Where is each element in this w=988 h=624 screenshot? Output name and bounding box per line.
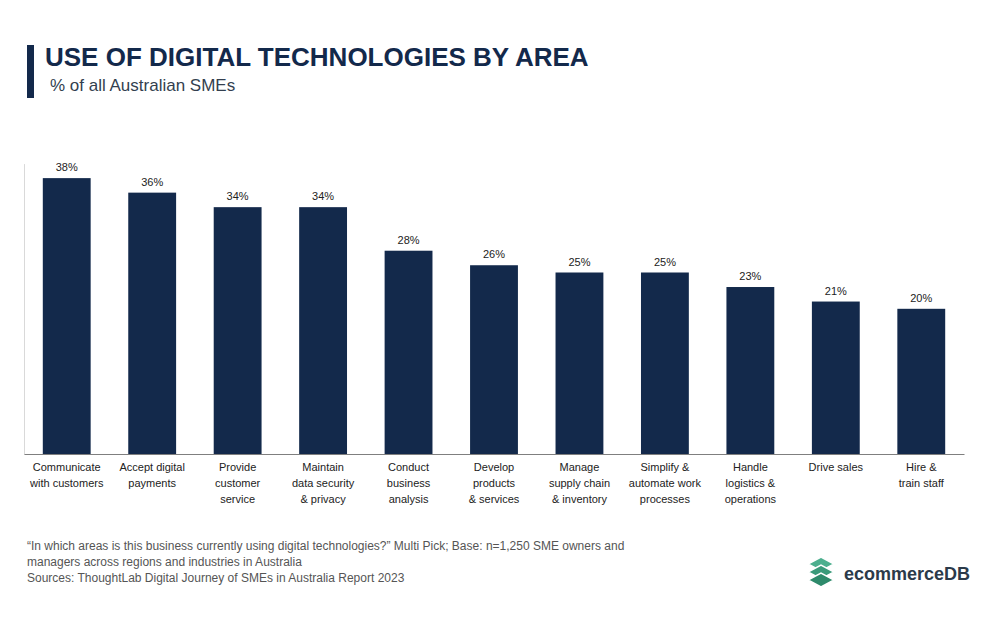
data-label: 23%: [739, 270, 761, 282]
brand-icon: [808, 557, 834, 587]
x-axis-line: [25, 454, 965, 455]
data-label: 28%: [398, 234, 420, 246]
brand-icon-layer: [808, 573, 834, 587]
x-tick: Communicate with customers: [29, 454, 104, 489]
data-label: 25%: [568, 256, 590, 268]
x-tick-label-line: Maintain: [302, 461, 344, 473]
bar: [470, 265, 518, 454]
bar: [641, 273, 689, 455]
x-tick-label-line: Handle: [733, 461, 768, 473]
data-label: 25%: [654, 256, 676, 268]
x-tick-label-line: with customers: [29, 477, 104, 489]
x-tick-label-line: payments: [128, 477, 176, 489]
x-tick-label-line: Hire &: [906, 461, 937, 473]
x-axis: Communicate with customers Accept digital p…: [25, 454, 965, 505]
x-tick: Simplify & automate work processes: [629, 454, 702, 505]
x-tick-label: Manage supply chain & inventory: [549, 461, 610, 505]
bar: [43, 178, 91, 454]
x-tick: Handle logistics & operations: [725, 454, 777, 505]
x-tick-label: Communicate with customers: [29, 461, 104, 489]
subtitle: % of all Australian SMEs: [50, 76, 235, 95]
data-label: 36%: [141, 176, 163, 188]
x-tick-label-line: Communicate: [33, 461, 101, 473]
x-tick-label-line: train staff: [899, 477, 945, 489]
x-tick-label-line: Develop: [474, 461, 514, 473]
y-axis: [24, 164, 25, 454]
note-line: “In which areas is this business current…: [27, 539, 624, 553]
data-labels: 38% 36% 34% 34% 28% 26% 25% 25% 23% 21% 20%: [56, 161, 933, 304]
x-tick-label: Accept digital payments: [119, 461, 184, 489]
x-tick-label: Conduct business analysis: [387, 461, 431, 505]
x-tick-label-line: service: [220, 493, 255, 505]
x-tick-label-line: Provide: [219, 461, 256, 473]
x-tick-label: Maintain data security & privacy: [292, 461, 355, 505]
x-tick-label-line: supply chain: [549, 477, 610, 489]
bar: [128, 193, 176, 454]
title-accent: [27, 45, 34, 98]
note-line: managers across regions and industries i…: [27, 555, 302, 569]
bar: [897, 309, 945, 454]
x-tick-label: Hire & train staff: [899, 461, 945, 489]
x-tick-label-line: Accept digital: [119, 461, 184, 473]
data-label: 34%: [312, 190, 334, 202]
x-tick-label-line: operations: [725, 493, 777, 505]
bar: [812, 302, 860, 454]
x-tick-label: Simplify & automate work processes: [629, 461, 702, 505]
x-tick: Develop products & services: [469, 454, 520, 505]
bar: [299, 207, 347, 454]
y-axis-line: [24, 164, 25, 454]
bars: [43, 178, 945, 454]
brand: ecommerceDB: [844, 564, 970, 584]
data-label: 20%: [910, 292, 932, 304]
x-tick: Provide customer service: [215, 454, 261, 505]
bar: [556, 273, 604, 455]
x-tick-label-line: Conduct: [388, 461, 429, 473]
x-tick-label: Develop products & services: [469, 461, 520, 505]
x-tick-label: Drive sales: [809, 461, 864, 473]
x-tick-label-line: processes: [640, 493, 691, 505]
data-label: 21%: [825, 285, 847, 297]
data-label: 26%: [483, 248, 505, 260]
title: USE OF DIGITAL TECHNOLOGIES BY AREA: [45, 42, 589, 72]
x-tick-label-line: & privacy: [300, 493, 346, 505]
x-tick-label-line: logistics &: [726, 477, 776, 489]
note: “In which areas is this business current…: [27, 539, 624, 569]
x-tick-label-line: data security: [292, 477, 355, 489]
x-tick-label-line: Drive sales: [809, 461, 864, 473]
x-tick-label-line: automate work: [629, 477, 702, 489]
x-tick: Conduct business analysis: [387, 454, 431, 505]
x-tick-label-line: products: [473, 477, 516, 489]
bar: [385, 251, 433, 454]
x-tick-label: Handle logistics & operations: [725, 461, 777, 505]
x-tick-label-line: analysis: [389, 493, 429, 505]
bar: [214, 207, 262, 454]
data-label: 38%: [56, 161, 78, 173]
x-tick-label-line: Simplify &: [640, 461, 690, 473]
x-tick-label-line: & services: [469, 493, 520, 505]
source: Sources: ThoughtLab Digital Journey of S…: [27, 571, 405, 585]
data-label: 34%: [227, 190, 249, 202]
x-tick-label-line: & inventory: [552, 493, 608, 505]
x-tick: Maintain data security & privacy: [292, 454, 355, 505]
x-tick-label: Provide customer service: [215, 461, 261, 505]
x-tick-label-line: Manage: [560, 461, 600, 473]
x-tick: Accept digital payments: [119, 454, 184, 489]
x-tick: Hire & train staff: [899, 454, 945, 489]
x-tick-label-line: business: [387, 477, 431, 489]
x-tick: Manage supply chain & inventory: [549, 454, 610, 505]
x-tick-label-line: customer: [215, 477, 261, 489]
x-tick: Drive sales: [809, 454, 864, 473]
bar: [726, 287, 774, 454]
chart: USE OF DIGITAL TECHNOLOGIES BY AREA % of …: [0, 0, 988, 624]
